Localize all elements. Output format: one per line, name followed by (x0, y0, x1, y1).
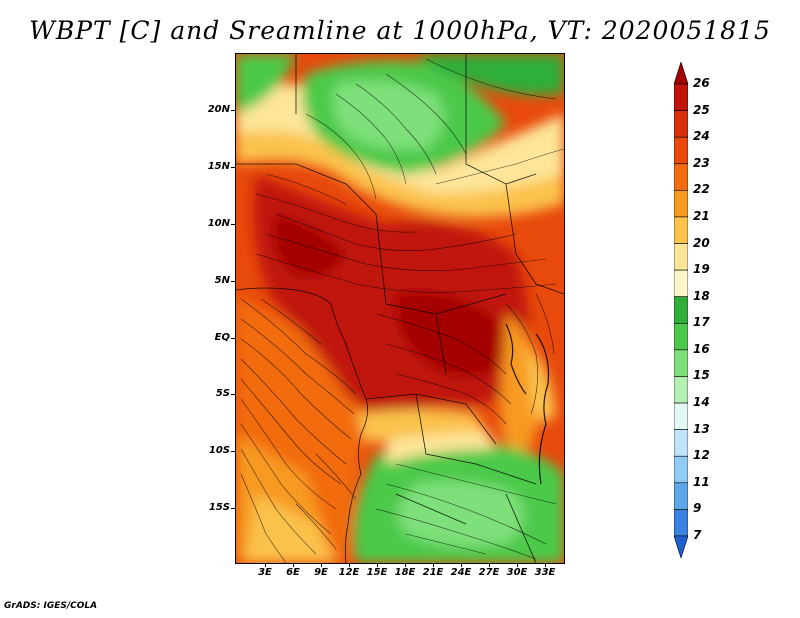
lon-label-3e: 3E (258, 567, 272, 578)
axis-tick (231, 224, 236, 225)
colorbar-segment (674, 376, 688, 404)
colorbar-label: 23 (693, 155, 710, 170)
colorbar-label: 15 (693, 368, 710, 383)
colorbar-label: 14 (693, 395, 710, 410)
lon-label-15e: 15E (366, 567, 388, 578)
axis-tick (405, 563, 406, 567)
axis-tick (349, 563, 350, 567)
lon-label-21e: 21E (422, 567, 444, 578)
colorbar-label: 11 (693, 474, 710, 489)
lat-label-10n: 10N (207, 218, 230, 229)
lon-label-12e: 12E (338, 567, 360, 578)
colorbar-segment (674, 535, 688, 558)
lon-label-18e: 18E (394, 567, 416, 578)
colorbar-segment (674, 62, 688, 85)
colorbar-label: 13 (693, 421, 710, 436)
colorbar-label: 16 (693, 341, 710, 356)
axis-tick (231, 394, 236, 395)
colorbar-segment (674, 455, 688, 484)
axis-tick (231, 338, 236, 339)
lat-label-5n: 5N (214, 275, 230, 286)
axis-tick (321, 563, 322, 567)
axis-tick (231, 110, 236, 111)
lat-label-10s: 10S (208, 445, 230, 456)
colorbar-label: 22 (693, 182, 710, 197)
axis-tick (461, 563, 462, 567)
colorbar-segment (674, 482, 688, 510)
axis-tick (545, 563, 546, 567)
lon-label-33e: 33E (534, 567, 556, 578)
axis-tick (517, 563, 518, 567)
colorbar-label: 24 (693, 129, 710, 144)
map-svg (236, 54, 564, 563)
streamlines (240, 58, 564, 563)
lat-label-20n: 20N (207, 104, 230, 115)
axis-tick (231, 167, 236, 168)
colorbar-segment (674, 296, 688, 324)
colorbar-label: 17 (693, 315, 710, 330)
axis-tick (489, 563, 490, 567)
axis-tick (433, 563, 434, 567)
axis-tick (265, 563, 266, 567)
axis-tick (231, 281, 236, 282)
chart-title: WBPT [C] and Sreamline at 1000hPa, VT: 2… (29, 16, 771, 45)
lon-label-27e: 27E (478, 567, 500, 578)
lon-label-6e: 6E (286, 567, 300, 578)
lon-label-24e: 24E (450, 567, 472, 578)
colorbar-label: 20 (693, 235, 710, 250)
colorbar-segment (674, 110, 688, 138)
colorbar-segment (674, 163, 688, 191)
lat-label-15n: 15N (207, 161, 230, 172)
map-frame (235, 53, 565, 564)
lon-label-30e: 30E (506, 567, 528, 578)
colorbar-segment (674, 216, 688, 244)
colorbar-segment (674, 243, 688, 271)
colorbar-label: 18 (693, 288, 710, 303)
colorbar-segment (674, 136, 688, 165)
colorbar-label: 21 (693, 208, 710, 223)
axis-tick (293, 563, 294, 567)
axis-tick (377, 563, 378, 567)
grads-footer: GrADS: IGES/COLA (4, 601, 98, 611)
colorbar-label: 25 (693, 102, 710, 117)
colorbar-segment (674, 83, 688, 111)
lon-label-9e: 9E (314, 567, 328, 578)
colorbar-segment (674, 349, 688, 377)
colorbar-label: 19 (693, 262, 710, 277)
colorbar-segment (674, 429, 688, 457)
colorbar-label: 12 (693, 448, 710, 463)
lat-label-5s: 5S (215, 388, 230, 399)
lat-label-15s: 15S (208, 502, 230, 513)
colorbar-segment (674, 322, 688, 351)
axis-tick (231, 508, 236, 509)
colorbar-segment (674, 190, 688, 218)
colorbar (674, 62, 688, 558)
map-panel (236, 54, 564, 563)
axis-tick (231, 451, 236, 452)
colorbar-label: 9 (693, 501, 702, 516)
colorbar-segment (674, 509, 688, 537)
colorbar-segment (674, 402, 688, 430)
colorbar-segment (674, 269, 688, 298)
colorbar-label: 7 (693, 528, 702, 542)
lat-label-eq: EQ (214, 332, 230, 343)
colorbar-label: 26 (693, 76, 710, 90)
